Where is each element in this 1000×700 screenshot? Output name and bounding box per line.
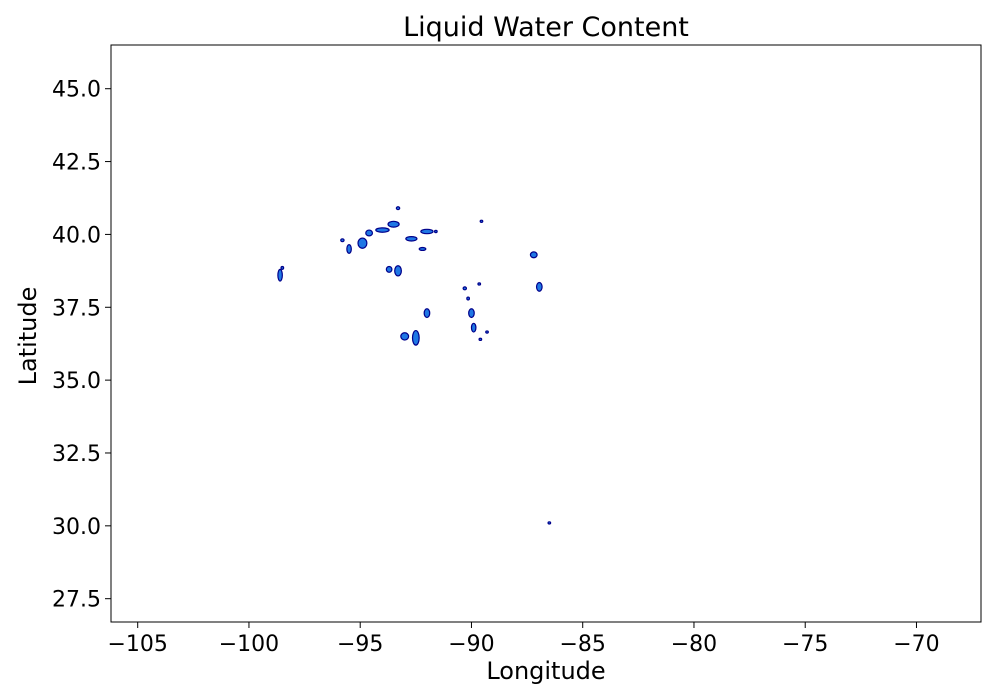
y-tick-label: 37.5: [52, 296, 101, 321]
data-point: [535, 281, 543, 292]
y-tick-label: 45.0: [52, 78, 101, 103]
data-point: [433, 229, 438, 234]
data-point: [400, 332, 410, 341]
data-point: [547, 521, 552, 525]
data-point: [485, 330, 489, 334]
data-point: [477, 282, 482, 286]
data-point: [277, 268, 283, 282]
data-point: [280, 265, 285, 270]
chart-title: Liquid Water Content: [403, 12, 689, 43]
data-point: [395, 206, 401, 211]
y-tick-label: 27.5: [52, 588, 101, 613]
data-point: [405, 236, 418, 242]
data-point: [420, 228, 434, 235]
data-point: [357, 237, 368, 249]
data-point: [423, 308, 431, 319]
y-tick-label: 40.0: [52, 223, 101, 248]
plot-frame: [110, 44, 982, 623]
x-axis-label: Longitude: [486, 657, 605, 685]
x-tick-label: −85: [559, 632, 605, 657]
data-point: [529, 251, 538, 259]
data-point: [462, 286, 468, 291]
data-point: [394, 265, 402, 277]
x-tick-label: −70: [893, 632, 939, 657]
y-axis-ticks: 27.5 30.0 32.5 35.0 37.5 40.0 42.5 45.0: [52, 78, 111, 613]
data-point: [375, 227, 390, 233]
data-point: [468, 308, 475, 319]
x-tick-label: −95: [337, 632, 383, 657]
data-point: [340, 238, 345, 243]
x-tick-label: −90: [448, 632, 494, 657]
x-tick-label: −100: [219, 632, 279, 657]
data-point: [387, 220, 400, 228]
data-point: [418, 246, 427, 252]
data-point: [466, 296, 471, 301]
y-tick-label: 32.5: [52, 442, 101, 467]
y-tick-label: 42.5: [52, 151, 101, 176]
x-tick-label: −80: [671, 632, 717, 657]
y-tick-label: 30.0: [52, 515, 101, 540]
x-axis-ticks: −105 −100 −95 −90 −85 −80 −75 −70: [107, 622, 940, 657]
data-point: [365, 229, 374, 237]
data-point: [479, 219, 484, 224]
data-points: [277, 206, 552, 525]
data-point: [411, 329, 420, 346]
data-point: [478, 337, 483, 342]
data-point: [346, 244, 352, 254]
y-axis-label: Latitude: [14, 287, 42, 386]
y-tick-label: 35.0: [52, 369, 101, 394]
x-tick-label: −105: [107, 632, 167, 657]
x-tick-label: −75: [782, 632, 828, 657]
data-point: [385, 265, 393, 273]
data-point: [470, 322, 477, 333]
